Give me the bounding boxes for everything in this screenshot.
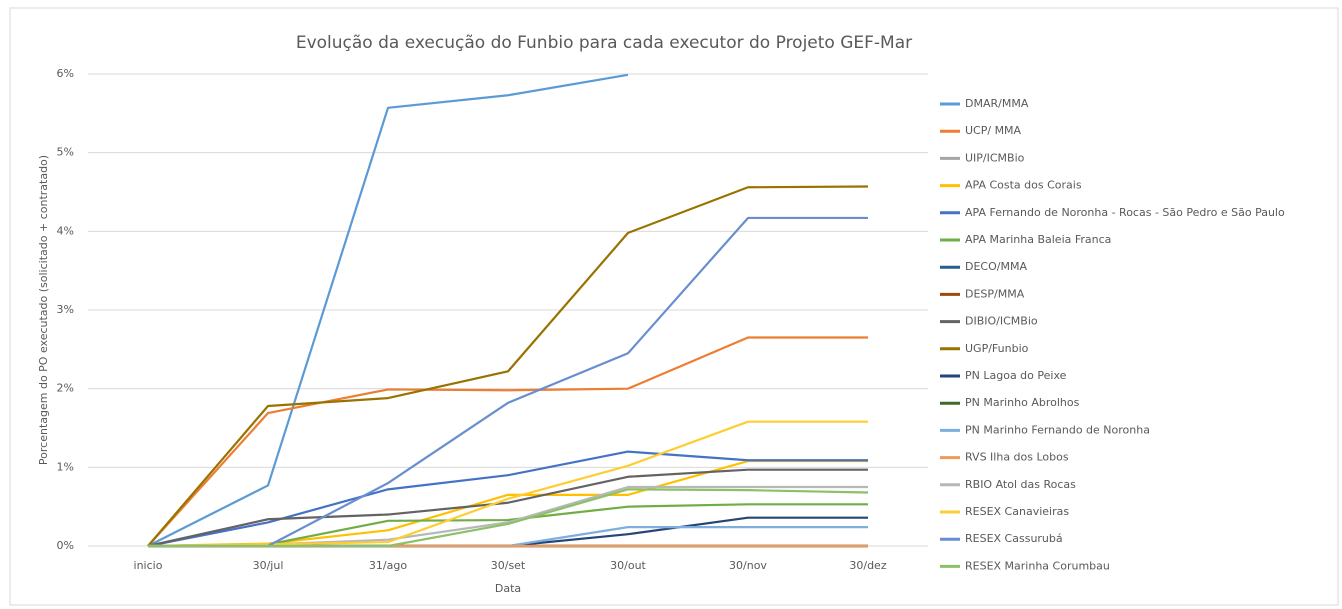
chart-title: Evolução da execução do Funbio para cada… — [296, 33, 912, 53]
legend-label: PN Lagoa do Peixe — [965, 369, 1067, 382]
legend-label: DESP/MMA — [965, 287, 1025, 300]
legend-label: PN Marinho Fernando de Noronha — [965, 423, 1150, 436]
x-tick-label: 30/jul — [253, 559, 284, 572]
y-tick-label: 3% — [57, 303, 74, 316]
series-line — [147, 185, 869, 547]
legend-label: UGP/Funbio — [965, 342, 1029, 355]
legend-label: DMAR/MMA — [965, 97, 1029, 110]
series-line — [147, 420, 868, 548]
y-tick-label: 6% — [57, 67, 74, 80]
y-tick-label: 0% — [57, 539, 74, 552]
legend-label: UIP/ICMBio — [965, 151, 1025, 164]
series-line — [147, 73, 629, 547]
legend-label: RESEX Canavieiras — [965, 505, 1069, 518]
legend-label: APA Fernando de Noronha - Rocas - São Pe… — [965, 206, 1285, 219]
x-tick-label: 30/nov — [729, 559, 767, 572]
y-axis-label: Porcentagem do PO executado (solicitado … — [37, 155, 50, 465]
y-tick-label: 4% — [57, 224, 74, 237]
legend-label: RVS Ilha dos Lobos — [965, 451, 1069, 464]
x-tick-label: 31/ago — [369, 559, 407, 572]
x-tick-label: 30/set — [491, 559, 526, 572]
series-line — [148, 488, 869, 548]
series-line — [147, 336, 868, 547]
series-line — [147, 468, 868, 548]
x-tick-label: inicio — [134, 559, 163, 572]
y-tick-label: 2% — [57, 382, 74, 395]
legend-label: DIBIO/ICMBio — [965, 315, 1038, 328]
y-tick-label: 1% — [57, 460, 74, 473]
legend-label: APA Costa dos Corais — [965, 179, 1082, 192]
x-tick-label: 30/dez — [849, 559, 886, 572]
legend-label: UCP/ MMA — [965, 124, 1022, 137]
y-tick-label: 5% — [57, 146, 74, 159]
legend-label: RBIO Atol das Rocas — [965, 478, 1076, 491]
x-tick-label: 30/out — [610, 559, 646, 572]
legend-label: RESEX Cassurubá — [965, 532, 1063, 545]
legend-label: APA Marinha Baleia Franca — [965, 233, 1111, 246]
legend-label: DECO/MMA — [965, 260, 1027, 273]
series-line — [147, 450, 868, 548]
legend-label: PN Marinho Abrolhos — [965, 396, 1080, 409]
legend-label: RESEX Marinha Corumbau — [965, 559, 1110, 572]
x-axis-label: Data — [495, 582, 521, 595]
